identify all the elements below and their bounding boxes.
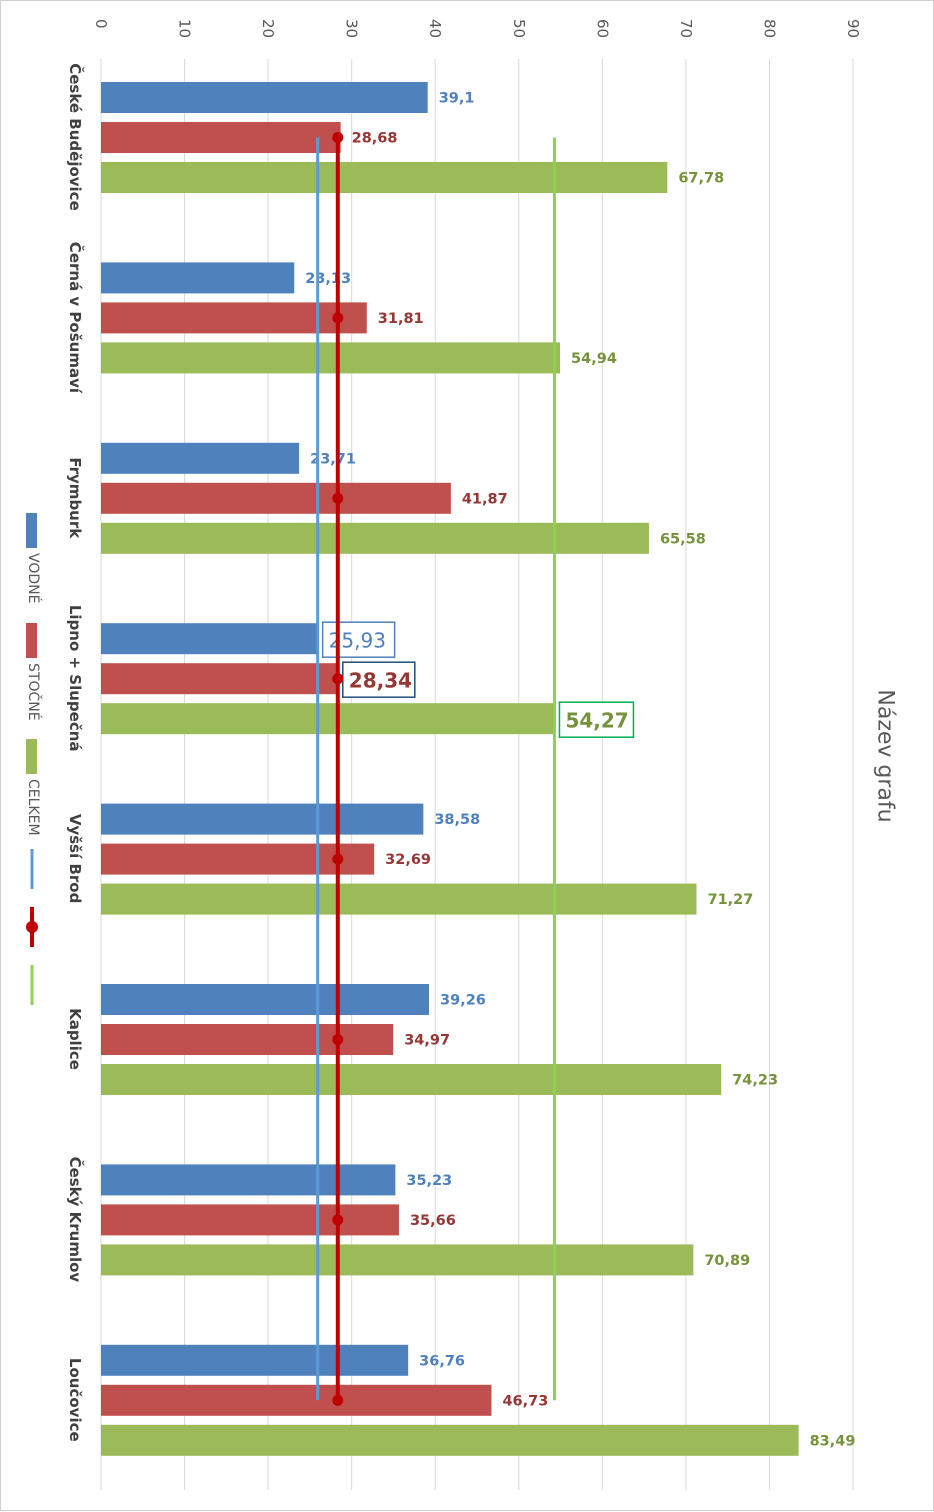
- bar: [101, 623, 318, 655]
- reference-marker: [332, 1214, 344, 1226]
- tick-label: 50: [510, 19, 528, 38]
- bar: [101, 482, 451, 514]
- bar: [101, 302, 367, 334]
- tick-label: 60: [593, 19, 611, 38]
- data-label: 65,58: [660, 531, 706, 547]
- bar: [101, 162, 668, 193]
- data-label: 67,78: [678, 171, 724, 187]
- highlight-label-box: [558, 701, 635, 738]
- reference-marker: [332, 853, 344, 865]
- legend-label: CELKEM: [25, 779, 41, 836]
- data-label: 54,94: [571, 351, 617, 367]
- tick-label: 90: [844, 19, 862, 38]
- bar: [101, 1164, 396, 1196]
- data-label: 28,34: [349, 669, 412, 693]
- category-label: Frymburk: [66, 457, 84, 539]
- data-label: 35,66: [410, 1213, 456, 1229]
- data-label: 71,27: [708, 892, 754, 908]
- legend-marker: [26, 921, 38, 933]
- legend-swatch: [26, 513, 37, 548]
- data-label: 39,26: [440, 993, 486, 1009]
- tick-label: 40: [426, 19, 444, 38]
- data-label: 32,69: [385, 852, 431, 868]
- tick-label: 30: [343, 19, 361, 38]
- reference-marker: [332, 1034, 344, 1045]
- category-label: Kaplice: [66, 1008, 84, 1070]
- data-label: 41,87: [462, 491, 508, 507]
- bar: [101, 522, 649, 554]
- bar: [101, 442, 300, 474]
- data-label: 23,13: [305, 271, 351, 287]
- tick-label: 70: [677, 19, 695, 38]
- bar: [101, 1384, 492, 1416]
- bar: [101, 262, 295, 294]
- tick-label: 20: [259, 19, 277, 38]
- bar: [101, 1064, 722, 1095]
- bar: [101, 1424, 799, 1456]
- bar: [101, 1204, 399, 1236]
- legend-swatch: [26, 739, 37, 774]
- highlight-label-box: [342, 661, 416, 698]
- data-label: 28,68: [352, 131, 398, 147]
- chart-title: Název grafu: [873, 689, 898, 822]
- data-label: 74,23: [732, 1073, 778, 1089]
- data-label: 39,1: [439, 91, 475, 107]
- reference-marker: [332, 673, 344, 685]
- data-label: 70,89: [704, 1253, 750, 1269]
- bar: [101, 82, 428, 113]
- tick-label: 0: [92, 19, 110, 29]
- data-label: 36,76: [419, 1353, 465, 1369]
- data-label: 34,97: [404, 1033, 450, 1049]
- reference-marker: [332, 132, 344, 143]
- highlight-label-box: [321, 621, 396, 658]
- category-label: České Budějovice: [66, 63, 85, 211]
- tick-label: 80: [760, 19, 778, 38]
- legend-label: VODNÉ: [25, 553, 42, 603]
- category-label: Lipno + Slupečná: [66, 605, 84, 752]
- category-label: Černá v Pošumaví: [66, 242, 85, 394]
- bar: [101, 843, 375, 875]
- reference-marker: [332, 312, 344, 324]
- data-label: 35,23: [406, 1173, 452, 1189]
- reference-marker: [332, 492, 344, 504]
- data-label: 31,81: [378, 311, 424, 327]
- tick-label: 10: [176, 19, 194, 38]
- bar: [101, 342, 561, 374]
- bar: [101, 1244, 694, 1276]
- data-label: 83,49: [810, 1433, 856, 1449]
- bar: [101, 703, 555, 735]
- bar: [101, 122, 341, 153]
- data-label: 46,73: [502, 1393, 548, 1409]
- data-label: 38,58: [434, 812, 480, 828]
- category-label: Vyšší Brod: [66, 814, 84, 903]
- bar: [101, 984, 430, 1015]
- bar: [101, 1344, 409, 1376]
- bar: [101, 883, 697, 915]
- data-label: 54,27: [565, 709, 628, 733]
- bar: [101, 663, 338, 695]
- category-label: Loučovice: [66, 1358, 84, 1442]
- legend-swatch: [26, 623, 37, 658]
- data-label: 23,71: [310, 451, 356, 467]
- reference-marker: [332, 1394, 344, 1406]
- bar: [101, 803, 424, 835]
- bar: [101, 1024, 394, 1055]
- category-label: Český Krumlov: [66, 1157, 85, 1283]
- legend-label: STOČNÉ: [25, 663, 43, 721]
